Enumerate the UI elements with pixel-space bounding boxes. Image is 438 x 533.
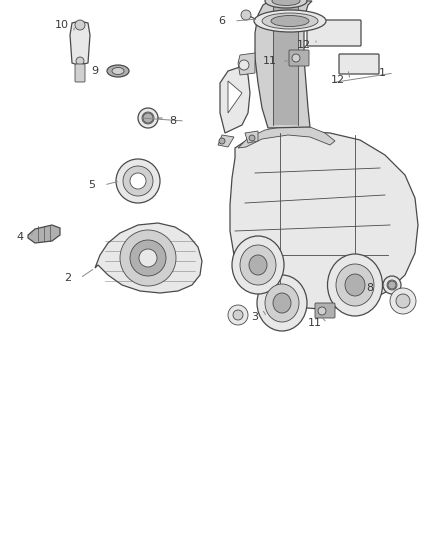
Polygon shape: [273, 3, 298, 125]
FancyBboxPatch shape: [307, 20, 361, 46]
Circle shape: [76, 57, 84, 65]
Circle shape: [143, 113, 153, 123]
Circle shape: [228, 305, 248, 325]
Text: 10: 10: [55, 20, 69, 30]
Circle shape: [318, 307, 326, 315]
Ellipse shape: [112, 68, 124, 75]
Ellipse shape: [232, 236, 284, 294]
Ellipse shape: [336, 264, 374, 306]
Ellipse shape: [262, 13, 318, 29]
Circle shape: [390, 288, 416, 314]
Ellipse shape: [387, 280, 397, 290]
Circle shape: [233, 310, 243, 320]
Polygon shape: [218, 135, 234, 147]
Ellipse shape: [271, 15, 309, 27]
Polygon shape: [228, 81, 242, 113]
Circle shape: [292, 54, 300, 62]
Ellipse shape: [123, 166, 153, 196]
Circle shape: [388, 281, 396, 289]
Circle shape: [139, 249, 157, 267]
Text: 11: 11: [263, 56, 277, 66]
FancyBboxPatch shape: [75, 64, 85, 82]
Text: 5: 5: [88, 180, 95, 190]
Circle shape: [241, 10, 251, 20]
Text: 12: 12: [331, 75, 345, 85]
Circle shape: [239, 60, 249, 70]
Ellipse shape: [107, 65, 129, 77]
Circle shape: [219, 138, 225, 144]
Polygon shape: [238, 53, 255, 75]
Circle shape: [249, 135, 255, 141]
Circle shape: [75, 20, 85, 30]
Polygon shape: [70, 21, 90, 65]
Ellipse shape: [249, 255, 267, 275]
Polygon shape: [28, 225, 60, 243]
Ellipse shape: [265, 284, 299, 322]
Text: 1: 1: [378, 68, 385, 78]
FancyBboxPatch shape: [315, 303, 335, 318]
Polygon shape: [220, 67, 250, 133]
Circle shape: [120, 230, 176, 286]
Ellipse shape: [345, 274, 365, 296]
Text: 12: 12: [297, 40, 311, 50]
Ellipse shape: [142, 112, 154, 124]
Ellipse shape: [265, 0, 307, 8]
Ellipse shape: [383, 276, 401, 294]
Text: 6: 6: [219, 16, 226, 26]
Ellipse shape: [130, 173, 146, 189]
Ellipse shape: [272, 0, 300, 5]
Text: 8: 8: [367, 283, 374, 293]
Ellipse shape: [257, 275, 307, 331]
Ellipse shape: [138, 108, 158, 128]
Polygon shape: [255, 1, 312, 128]
Circle shape: [130, 240, 166, 276]
FancyBboxPatch shape: [339, 54, 379, 74]
Polygon shape: [230, 131, 418, 309]
Ellipse shape: [254, 10, 326, 32]
Ellipse shape: [328, 254, 382, 316]
Text: 9: 9: [92, 66, 99, 76]
Ellipse shape: [240, 245, 276, 285]
Ellipse shape: [116, 159, 160, 203]
Circle shape: [396, 294, 410, 308]
Text: 4: 4: [17, 232, 24, 242]
Text: 2: 2: [64, 273, 71, 283]
Polygon shape: [238, 125, 335, 148]
Polygon shape: [95, 223, 202, 293]
Text: 8: 8: [170, 116, 177, 126]
FancyBboxPatch shape: [289, 50, 309, 66]
Text: 3: 3: [251, 312, 258, 322]
Polygon shape: [245, 131, 258, 143]
Ellipse shape: [273, 293, 291, 313]
Text: 11: 11: [308, 318, 322, 328]
